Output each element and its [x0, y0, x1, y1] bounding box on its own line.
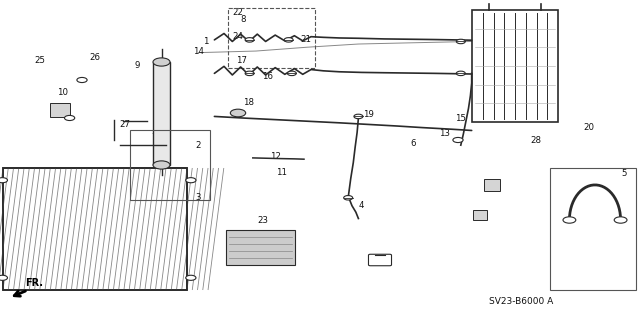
Bar — [153, 62, 170, 165]
Text: 26: 26 — [89, 53, 100, 62]
Circle shape — [456, 39, 465, 44]
Text: 28: 28 — [531, 136, 542, 145]
Bar — [51, 103, 70, 117]
Text: 19: 19 — [363, 110, 373, 119]
Circle shape — [456, 71, 465, 76]
Text: 22: 22 — [232, 8, 244, 17]
Text: 12: 12 — [269, 152, 281, 161]
Text: 7: 7 — [151, 133, 156, 142]
Ellipse shape — [153, 58, 170, 66]
Circle shape — [287, 71, 296, 76]
Circle shape — [186, 275, 196, 280]
Text: 13: 13 — [439, 130, 451, 138]
Circle shape — [354, 114, 363, 119]
Circle shape — [614, 217, 627, 223]
Circle shape — [284, 38, 293, 42]
Circle shape — [230, 109, 246, 117]
Text: 24: 24 — [232, 32, 244, 41]
Circle shape — [245, 38, 254, 42]
Bar — [3, 168, 187, 290]
Text: 18: 18 — [243, 98, 254, 107]
Text: 10: 10 — [57, 88, 68, 97]
Text: 17: 17 — [236, 56, 248, 65]
Text: 3: 3 — [196, 193, 201, 202]
Bar — [228, 8, 315, 68]
Bar — [3, 168, 187, 290]
Circle shape — [65, 115, 75, 121]
Bar — [226, 230, 295, 265]
Bar — [550, 168, 636, 290]
Text: SV23-B6000 A: SV23-B6000 A — [490, 297, 554, 306]
Circle shape — [245, 71, 254, 76]
Text: 5: 5 — [621, 169, 627, 178]
Text: 4: 4 — [359, 201, 364, 210]
Ellipse shape — [153, 161, 170, 169]
Bar — [484, 179, 500, 190]
Text: 9: 9 — [135, 61, 140, 70]
Circle shape — [453, 137, 463, 143]
Text: 11: 11 — [276, 168, 287, 177]
Text: 25: 25 — [34, 56, 45, 65]
Text: 8: 8 — [241, 15, 246, 24]
Text: 14: 14 — [193, 47, 204, 56]
Text: 1: 1 — [204, 37, 209, 46]
Text: 15: 15 — [455, 114, 467, 122]
Text: 21: 21 — [300, 35, 312, 44]
Text: 27: 27 — [119, 120, 131, 129]
Circle shape — [563, 217, 576, 223]
Bar — [130, 130, 210, 200]
Circle shape — [77, 78, 87, 83]
Text: 23: 23 — [257, 216, 268, 225]
Text: FR.: FR. — [25, 278, 43, 288]
Circle shape — [0, 178, 8, 183]
Circle shape — [186, 178, 196, 183]
Text: 2: 2 — [196, 141, 201, 150]
Text: 6: 6 — [410, 139, 415, 148]
Text: 20: 20 — [583, 123, 595, 132]
Bar — [472, 10, 558, 122]
Circle shape — [344, 196, 353, 200]
Circle shape — [0, 275, 8, 280]
Text: 16: 16 — [262, 72, 273, 81]
Bar — [473, 210, 487, 220]
